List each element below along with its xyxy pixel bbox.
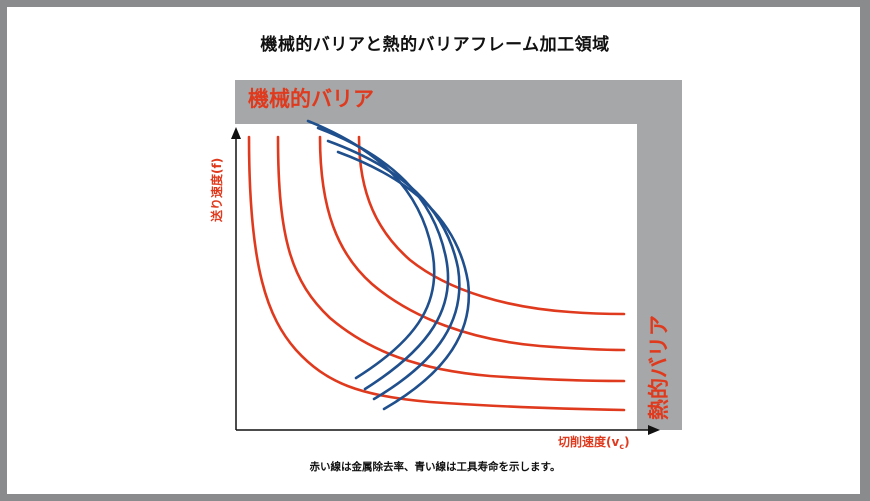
metal-removal-rate-curves xyxy=(247,135,626,412)
blue-curve-4 xyxy=(336,150,471,411)
x-axis-label-main: 切削速度(v xyxy=(558,434,619,449)
diagram-caption: 赤い線は金属除去率、青い線は工具寿命を示します。 xyxy=(309,461,561,473)
red-curve-3 xyxy=(318,135,626,352)
x-axis-label-close: ) xyxy=(624,435,629,449)
red-curve-4 xyxy=(357,135,626,316)
y-axis-label: 送り速度(f) xyxy=(209,158,224,223)
red-curve-1 xyxy=(247,135,626,412)
red-curve-2 xyxy=(276,135,626,383)
tool-life-curves xyxy=(306,119,471,411)
mechanical-barrier-label: 機械的バリア xyxy=(248,87,374,111)
x-axis-label: 切削速度(vc) xyxy=(558,434,630,451)
blue-curve-2 xyxy=(316,126,450,391)
mechanical-barrier-band xyxy=(235,80,682,124)
axes xyxy=(235,136,655,431)
blue-curve-3 xyxy=(326,139,461,401)
y-axis-arrowhead xyxy=(231,127,241,139)
x-axis-label-subscript: c xyxy=(619,442,624,451)
thermal-barrier-band xyxy=(637,124,682,430)
diagram-title: 機械的バリアと熱的バリアフレーム加工領域 xyxy=(260,35,610,55)
x-axis-arrowhead xyxy=(648,425,660,435)
thermal-barrier-label: 熱的バリア xyxy=(647,315,671,420)
